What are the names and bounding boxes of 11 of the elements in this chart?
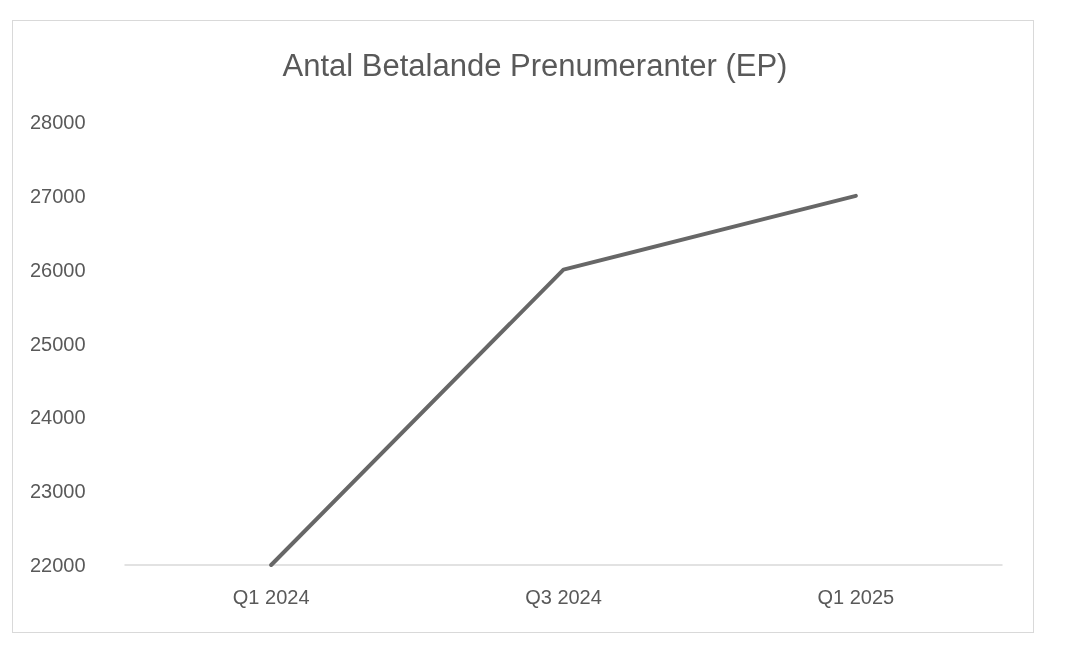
y-tick-label: 25000 [30,332,86,355]
y-tick-label: 23000 [30,480,86,503]
x-tick-label: Q1 2025 [817,586,895,608]
y-tick-label: 22000 [30,554,86,576]
y-tick-label: 27000 [30,184,86,207]
x-tick-label: Q3 2024 [525,586,602,608]
y-tick-label: 26000 [30,258,86,281]
y-tick-label: 28000 [30,111,86,133]
chart-title: Antal Betalande Prenumeranter (EP) [282,48,788,83]
y-tick-label: 24000 [30,406,86,429]
x-tick-label: Q1 2024 [232,586,310,608]
